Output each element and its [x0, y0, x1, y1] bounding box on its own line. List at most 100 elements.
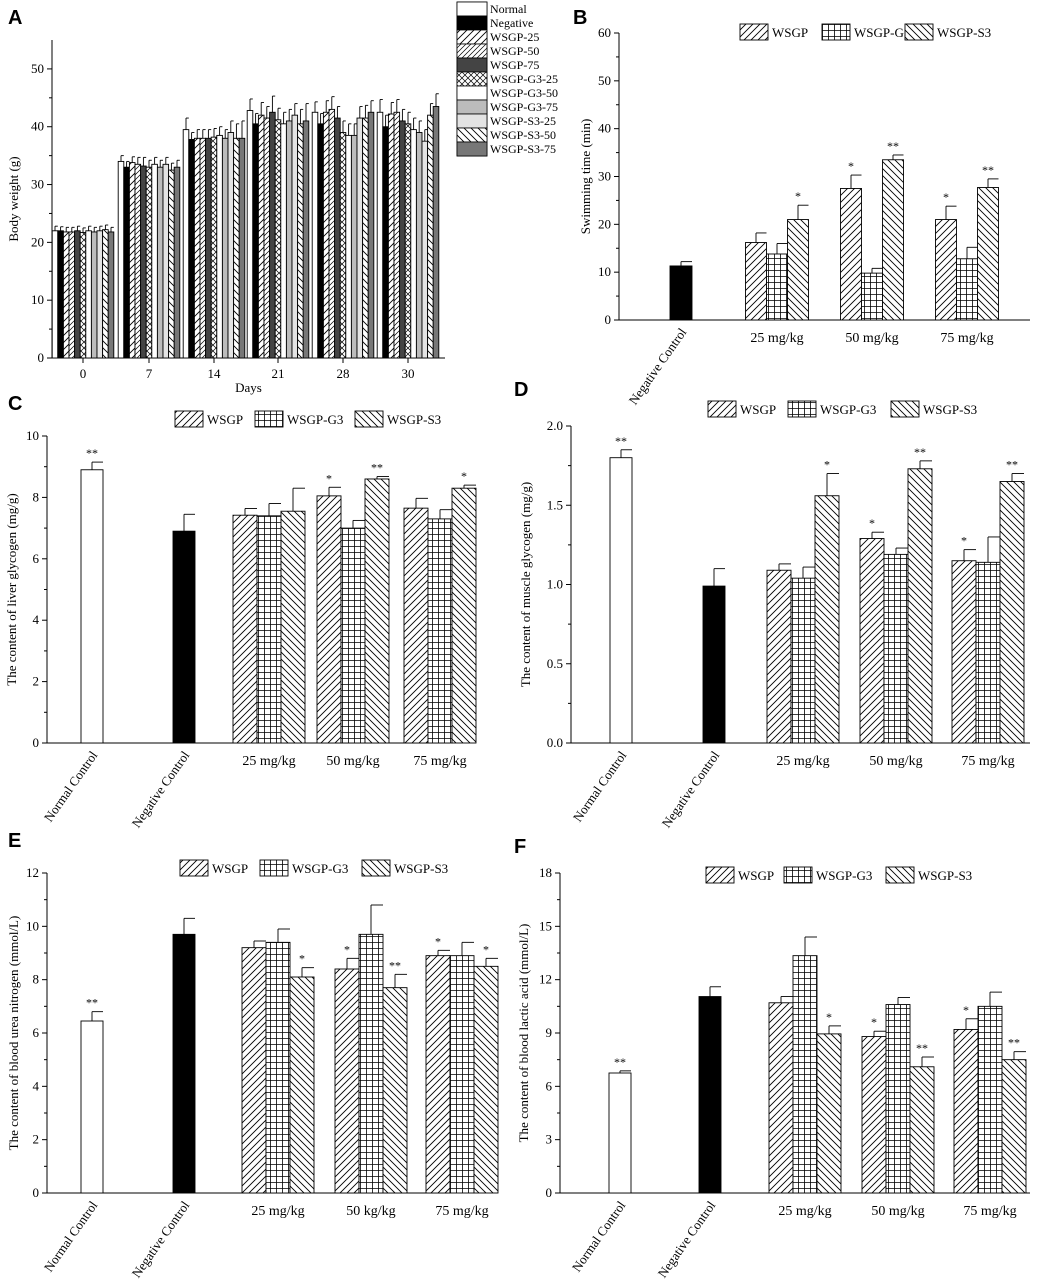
bar-wsgp-g3-25-day-21	[274, 119, 282, 359]
panel-letter: D	[514, 379, 528, 401]
x-tick-label: 75 mg/kg	[961, 754, 1014, 769]
significance-mark: **	[615, 434, 627, 448]
y-tick-label: 0	[33, 735, 40, 750]
y-tick-label: 15	[539, 918, 552, 933]
bar-negative-control	[669, 265, 693, 321]
bar-wsgp-g3-50-day-7	[151, 163, 158, 359]
x-tick-label: 50 mg/kg	[326, 754, 379, 769]
bar-wsgp-g3-25-day-30	[404, 123, 412, 359]
legend-label-wsgp: WSGP	[212, 861, 248, 876]
legend-label-wsgp-75: WSGP-75	[490, 58, 539, 72]
bar-negative-day-30	[382, 126, 389, 359]
bar-wsgp-50-day-30	[393, 111, 401, 359]
bar-wsgp-g3-25-mg-kg	[792, 955, 818, 1194]
bar-wsgp-s3-50-mg-kg	[364, 478, 390, 744]
y-tick-label: 8	[33, 972, 40, 987]
legend-swatch-wsgp-50	[456, 43, 488, 59]
bar-wsgp-25-day-14	[193, 137, 201, 359]
y-axis-title: The content of blood urea nitrogen (mmol…	[6, 916, 21, 1151]
y-tick-label: 0	[33, 1185, 40, 1200]
bar-wsgp-50-day-21	[263, 117, 271, 359]
legend-label-wsgp-s3-50: WSGP-S3-50	[490, 128, 556, 142]
bar-wsgp-s3-75-mg-kg	[473, 965, 499, 1194]
bar-wsgp-s3-25-day-21	[291, 114, 299, 359]
bar-wsgp-75-day-7	[140, 165, 147, 359]
legend-label-wsgp-25: WSGP-25	[490, 30, 539, 44]
y-axis-title: The content of blood lactic acid (mmol/L…	[516, 924, 531, 1143]
x-tick-label: Normal Control	[41, 1198, 101, 1275]
legend-swatch-wsgp	[179, 859, 209, 877]
legend-label-wsgp-g3-75: WSGP-G3-75	[490, 100, 558, 114]
significance-mark: *	[795, 189, 801, 203]
x-tick-label: 25 mg/kg	[251, 1204, 304, 1219]
bar-wsgp-s3-50-mg-kg	[882, 159, 904, 321]
bar-wsgp-s3-25-day-7	[162, 163, 170, 359]
bar-wsgp-25-day-0	[62, 231, 70, 359]
legend-swatch-wsgp	[739, 23, 769, 41]
x-tick-label: 21	[272, 366, 285, 381]
legend-swatch-wsgp	[705, 866, 735, 884]
legend-swatch-wsgp-75	[456, 57, 488, 73]
y-tick-label: 40	[598, 121, 611, 136]
legend-label-wsgp-g3-50: WSGP-G3-50	[490, 86, 558, 100]
legend-swatch-wsgp-s3-75	[456, 141, 488, 157]
x-tick-label: Negative Control	[655, 1198, 719, 1279]
bar-wsgp-s3-50-day-0	[102, 229, 109, 359]
bar-wsgp-g3-50-day-30	[410, 129, 417, 359]
y-tick-label: 2.0	[547, 418, 563, 433]
y-tick-label: 2	[33, 674, 40, 689]
significance-mark: **	[887, 139, 899, 153]
legend-swatch-wsgp-s3	[904, 23, 934, 41]
x-tick-label: Normal Control	[41, 748, 101, 825]
significance-mark: *	[848, 159, 854, 173]
significance-mark: **	[1008, 1036, 1020, 1050]
bar-wsgp-g3-50-day-14	[216, 134, 223, 359]
significance-mark: **	[86, 996, 98, 1010]
bar-wsgp-25-day-28	[322, 111, 330, 359]
bar-normal-day-14	[182, 129, 190, 359]
significance-mark: **	[389, 958, 401, 972]
bar-wsgp-g3-50-day-21	[280, 123, 287, 359]
bar-wsgp-s3-75-day-30	[432, 106, 440, 359]
y-tick-label: 40	[31, 119, 44, 134]
panel-letter: F	[514, 836, 526, 858]
x-tick-label: 75 mg/kg	[963, 1204, 1016, 1219]
bar-wsgp-25-mg-kg	[766, 569, 792, 744]
bar-wsgp-s3-25-day-14	[227, 132, 235, 359]
bar-normal-control	[80, 1020, 104, 1194]
y-tick-label: 3	[546, 1132, 553, 1147]
x-tick-label: Negative Control	[659, 748, 723, 831]
x-tick-label: 50 kg/kg	[346, 1204, 395, 1219]
y-axis-title: Swimming time (min)	[578, 119, 593, 235]
bar-wsgp-s3-75-day-28	[367, 111, 375, 359]
x-tick-label: 25 mg/kg	[242, 754, 295, 769]
significance-mark: *	[943, 190, 949, 204]
bar-wsgp-g3-75-day-14	[221, 137, 229, 359]
legend-label-wsgp-s3: WSGP-S3	[918, 868, 972, 883]
significance-mark: *	[824, 458, 830, 472]
bar-wsgp-50-day-14	[199, 137, 207, 359]
bar-wsgp-s3-25-mg-kg	[289, 976, 315, 1194]
y-tick-label: 20	[31, 234, 44, 249]
legend-label-wsgp: WSGP	[740, 402, 776, 417]
bar-wsgp-s3-25-mg-kg	[280, 510, 306, 744]
panel-letter: B	[573, 7, 587, 29]
legend-swatch-wsgp	[707, 400, 737, 418]
bar-wsgp-g3-50-mg-kg	[340, 527, 366, 744]
bar-wsgp-g3-50-kg-kg	[358, 933, 384, 1194]
legend-label-wsgp-g3: WSGP-G3	[854, 25, 910, 40]
legend-label-wsgp-s3: WSGP-S3	[394, 861, 448, 876]
y-axis-title: The content of liver glycogen (mg/g)	[4, 493, 19, 685]
bar-normal-day-7	[117, 160, 125, 359]
x-tick-label: 25 mg/kg	[750, 331, 803, 346]
bar-wsgp-g3-75-mg-kg	[975, 561, 1001, 744]
bar-wsgp-50-day-7	[134, 163, 142, 359]
bar-negative-day-28	[317, 123, 324, 359]
y-tick-label: 6	[546, 1078, 553, 1093]
x-tick-label: 50 mg/kg	[845, 331, 898, 346]
legend-label-wsgp-g3: WSGP-G3	[292, 861, 348, 876]
x-tick-label: 14	[208, 366, 222, 381]
bar-wsgp-50-day-28	[328, 108, 336, 359]
x-tick-label: 0	[80, 366, 87, 381]
legend-label-wsgp-s3-25: WSGP-S3-25	[490, 114, 556, 128]
